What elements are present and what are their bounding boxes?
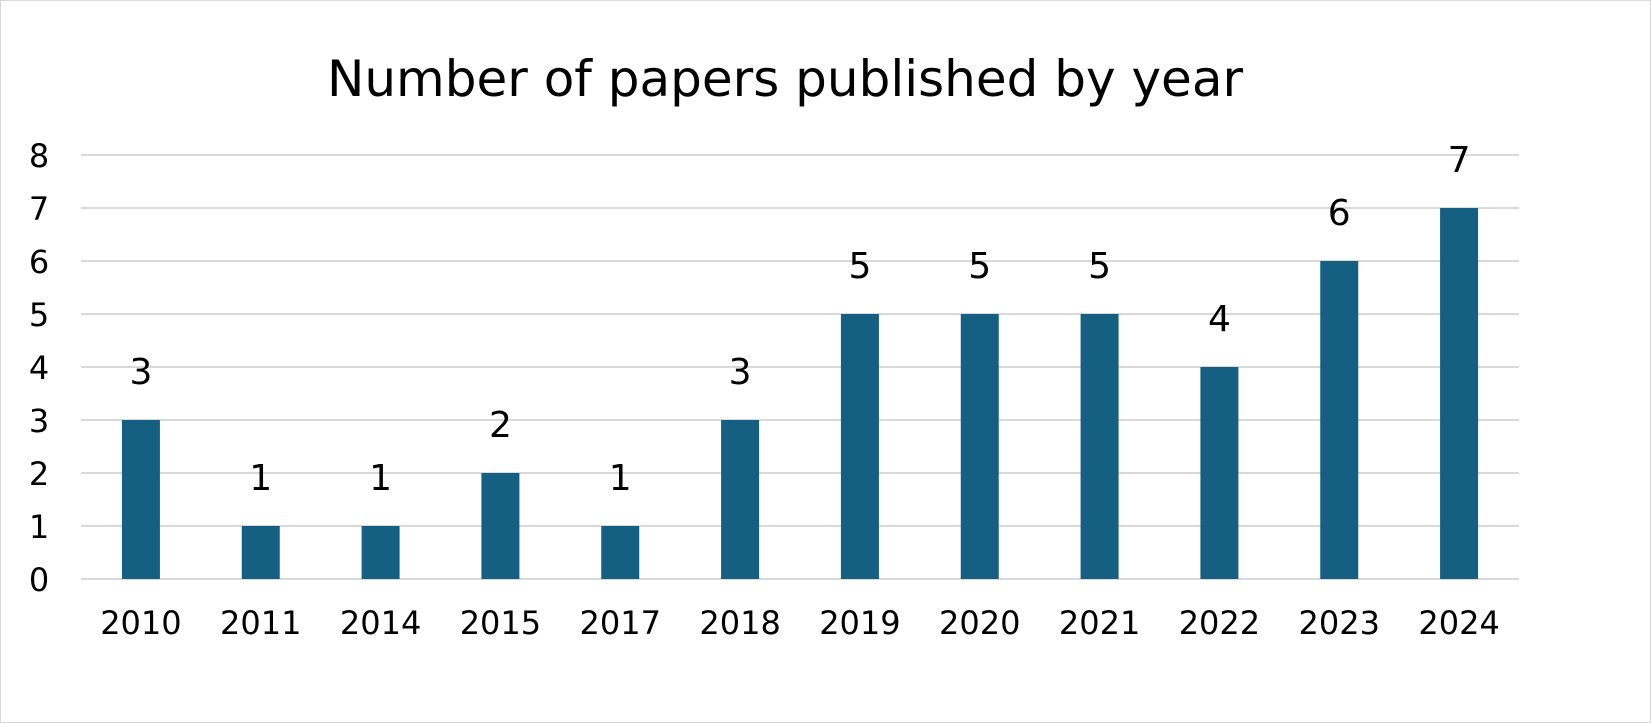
data-label: 1 [249, 458, 272, 499]
x-tick-label: 2010 [100, 604, 181, 642]
bar [1320, 261, 1359, 579]
data-label: 5 [1088, 246, 1111, 287]
y-tick-label: 0 [29, 561, 49, 599]
data-label: 1 [369, 458, 392, 499]
data-label: 6 [1328, 193, 1351, 234]
bar [721, 420, 760, 579]
data-label: 1 [609, 458, 632, 499]
bar [960, 314, 999, 579]
y-tick-label: 3 [29, 402, 49, 440]
x-tick-label: 2017 [580, 604, 661, 642]
data-label: 5 [968, 246, 991, 287]
y-tick-label: 1 [29, 508, 49, 546]
y-tick-label: 5 [29, 296, 49, 334]
x-tick-label: 2018 [699, 604, 780, 642]
data-label: 3 [729, 352, 752, 393]
x-tick-label: 2024 [1418, 604, 1499, 642]
bar [1080, 314, 1119, 579]
chart-title: Number of papers published by year [327, 50, 1244, 108]
y-tick-label: 7 [29, 190, 49, 228]
x-tick-label: 2011 [220, 604, 301, 642]
y-tick-label: 4 [29, 349, 49, 387]
x-tick-label: 2014 [340, 604, 421, 642]
data-label: 5 [848, 246, 871, 287]
x-tick-label: 2015 [460, 604, 541, 642]
bar [121, 420, 160, 579]
bar [840, 314, 879, 579]
bar [1200, 367, 1239, 579]
x-tick-label: 2023 [1299, 604, 1380, 642]
bar [241, 526, 280, 579]
x-tick-label: 2021 [1059, 604, 1140, 642]
data-label: 2 [489, 405, 512, 446]
data-label: 7 [1448, 140, 1471, 181]
y-tick-label: 2 [29, 455, 49, 493]
x-tick-label: 2020 [939, 604, 1020, 642]
y-tick-label: 8 [29, 137, 49, 175]
bar [601, 526, 640, 579]
bar [1440, 208, 1479, 579]
bar [481, 473, 520, 579]
x-tick-label: 2022 [1179, 604, 1260, 642]
x-tick-label: 2019 [819, 604, 900, 642]
data-label: 4 [1208, 299, 1231, 340]
data-label: 3 [129, 352, 152, 393]
y-tick-label: 6 [29, 243, 49, 281]
bar [361, 526, 400, 579]
